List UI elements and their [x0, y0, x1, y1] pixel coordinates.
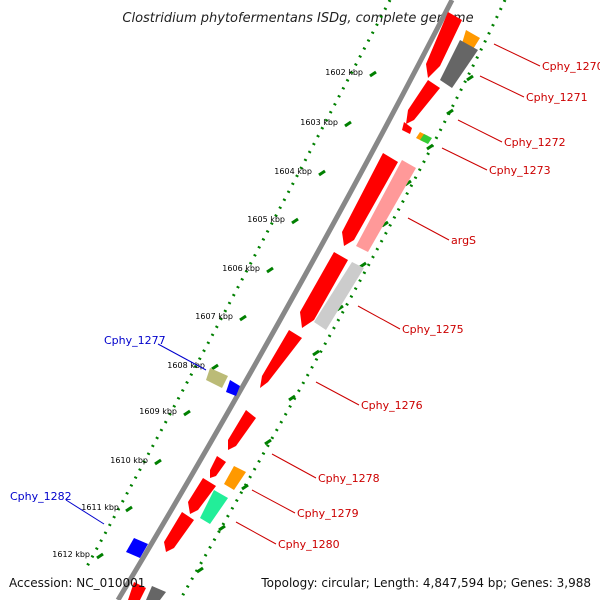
inner-tick-mark [241, 483, 249, 491]
gene-arg-arrow[interactable] [342, 153, 398, 246]
label-leader-lines [65, 43, 541, 545]
kbp-label: 1609 kbp [139, 407, 177, 416]
gene-bottom-grey[interactable] [146, 586, 166, 600]
kbp-tick-mark [183, 409, 191, 417]
gene-cphy-1270-arrow[interactable] [426, 12, 462, 78]
gene-label[interactable]: Cphy_1270 [542, 60, 600, 73]
kbp-label: 1602 kbp [325, 68, 363, 77]
gene-cphy-1279-arrow[interactable] [188, 478, 216, 514]
gene-grey-feature[interactable] [440, 40, 478, 88]
gene-label[interactable]: Cphy_1276 [361, 399, 423, 412]
label-leader-line [441, 147, 488, 171]
kbp-tick-mark [125, 505, 133, 513]
label-leader-line [251, 489, 296, 514]
map-title: Clostridium phytofermentans ISDg, comple… [122, 11, 473, 26]
inner-tick-mark [466, 74, 474, 82]
kbp-tick-mark [154, 458, 162, 466]
gene-label[interactable]: Cphy_1282 [10, 490, 72, 503]
gene-cphy-1271-arrow[interactable] [406, 80, 440, 124]
gene-features [126, 12, 480, 600]
gene-label[interactable]: argS [451, 234, 476, 247]
kbp-label: 1605 kbp [247, 215, 285, 224]
label-leader-line [407, 217, 450, 241]
inner-tick-mark [196, 566, 204, 574]
gene-arg-reverse[interactable] [356, 160, 416, 252]
kbp-label: 1606 kbp [222, 264, 260, 273]
inner-tick-mark [426, 143, 434, 151]
kbp-label: 1603 kbp [300, 118, 338, 127]
kbp-tick-mark [344, 120, 352, 128]
genome-summary-text: Topology: circular; Length: 4,847,594 bp… [260, 576, 591, 590]
kbp-label: 1612 kbp [52, 550, 90, 559]
gene-cphy-1282-arrow[interactable] [126, 538, 148, 558]
gene-label[interactable]: Cphy_1275 [402, 323, 464, 336]
gene-cphy-1278b-arrow[interactable] [210, 456, 226, 478]
gene-cphy-1276-arrow[interactable] [260, 330, 302, 388]
kbp-tick-mark [369, 70, 377, 78]
label-leader-line [235, 521, 277, 545]
gene-cphy-1278-arrow[interactable] [228, 410, 256, 450]
kbp-tick-mark [211, 363, 219, 371]
label-leader-line [457, 119, 503, 143]
kbp-label: 1611 kbp [81, 503, 119, 512]
gene-cphy-1277-arrow[interactable] [226, 380, 240, 396]
kbp-tick-mark [291, 217, 299, 225]
inner-tick-mark [446, 108, 454, 116]
kbp-label: 1607 kbp [195, 312, 233, 321]
gene-cphy-1275-arrow[interactable] [300, 252, 348, 328]
kbp-tick-mark [239, 314, 247, 322]
gene-green-feature[interactable] [200, 490, 228, 524]
inner-tick-mark [288, 394, 296, 402]
gene-label[interactable]: Cphy_1271 [526, 91, 588, 104]
genome-backbone [115, 0, 455, 600]
inner-tick-mark [359, 261, 367, 269]
gene-label[interactable]: Cphy_1279 [297, 507, 359, 520]
label-leader-line [357, 305, 401, 330]
label-leader-line [479, 75, 525, 98]
gene-bottom-red[interactable] [128, 582, 146, 600]
gene-cphy-1280-arrow[interactable] [164, 512, 194, 552]
kbp-labels: 1602 kbp 1603 kbp 1604 kbp 1605 kbp 1606 kbp… [52, 68, 363, 559]
label-leader-line [271, 453, 317, 479]
label-leader-line [157, 343, 207, 371]
inner-dotted-track [178, 0, 507, 600]
accession-text: Accession: NC_010001 [9, 576, 145, 590]
gene-cphy-1272-arrow[interactable] [402, 122, 412, 134]
label-leader-line [493, 43, 541, 67]
kbp-tick-mark [266, 266, 274, 274]
inner-tick-mark [312, 349, 320, 357]
gene-orange-feature-2[interactable] [224, 466, 246, 490]
kbp-tick-mark [96, 552, 104, 560]
inner-tick-mark [218, 524, 226, 532]
inner-tick-mark [264, 438, 272, 446]
gene-label[interactable]: Cphy_1273 [489, 164, 551, 177]
gene-labels: Cphy_1270 Cphy_1271 Cphy_1272 Cphy_1273 argS… [10, 60, 600, 551]
gene-label[interactable]: Cphy_1272 [504, 136, 566, 149]
gene-label[interactable]: Cphy_1278 [318, 472, 380, 485]
gene-label[interactable]: Cphy_1280 [278, 538, 340, 551]
gene-light-grey-feature[interactable] [314, 262, 364, 330]
kbp-label: 1608 kbp [167, 361, 205, 370]
kbp-tick-mark [318, 169, 326, 177]
gene-cphy-1277-feature[interactable] [206, 368, 228, 388]
gene-small-green[interactable] [420, 134, 432, 144]
kbp-label: 1604 kbp [274, 167, 312, 176]
tick-marks [96, 70, 474, 574]
label-leader-line [65, 499, 105, 525]
kbp-label: 1610 kbp [110, 456, 148, 465]
label-leader-line [315, 381, 360, 406]
gene-label[interactable]: Cphy_1277 [104, 334, 166, 347]
